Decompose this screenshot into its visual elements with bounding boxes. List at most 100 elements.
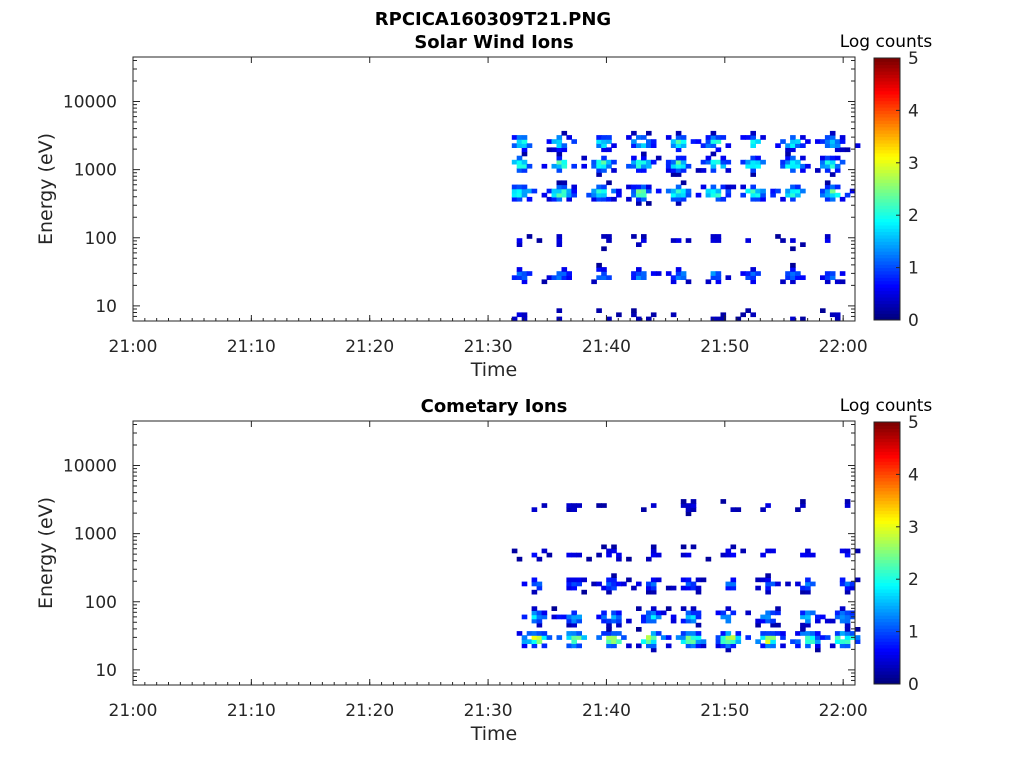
spectrogram-cell bbox=[665, 163, 672, 169]
spectrogram-cell bbox=[566, 503, 572, 508]
spectrogram-cell bbox=[606, 180, 612, 186]
colorbar-segment bbox=[874, 303, 900, 308]
spectrogram-cell bbox=[531, 614, 538, 620]
spectrogram-cell bbox=[824, 271, 831, 276]
spectrogram-cell bbox=[561, 614, 568, 620]
colorbar-segment bbox=[874, 625, 900, 629]
spectrogram-cell bbox=[695, 610, 702, 616]
spectrogram-cell bbox=[516, 242, 523, 247]
spectrogram-cell bbox=[541, 614, 548, 620]
spectrogram-cell bbox=[581, 155, 587, 161]
spectrogram-cell bbox=[531, 552, 538, 558]
spectrogram-cell bbox=[596, 275, 602, 280]
spectrogram-cell bbox=[561, 147, 568, 153]
spectrogram-cell bbox=[690, 503, 697, 508]
spectrogram-cell bbox=[685, 639, 692, 644]
spectrogram-cell bbox=[705, 155, 712, 161]
colorbar-segment bbox=[874, 126, 900, 131]
colorbar-segment bbox=[874, 166, 900, 170]
colorbar-segment bbox=[874, 530, 900, 534]
spectrogram-cell bbox=[521, 643, 528, 649]
spectrogram-cell bbox=[740, 159, 746, 165]
colorbar-segment bbox=[874, 631, 900, 636]
spectrogram-cell bbox=[536, 622, 543, 628]
spectrogram-cell bbox=[631, 188, 637, 194]
colorbar-segment bbox=[874, 458, 900, 462]
y-axis-label: Energy (eV) bbox=[35, 133, 57, 245]
spectrogram-cell bbox=[800, 143, 806, 148]
spectrogram-cell bbox=[646, 556, 652, 562]
spectrogram-cell bbox=[829, 312, 836, 318]
spectrogram-cell bbox=[571, 635, 577, 640]
spectrogram-cell bbox=[680, 143, 687, 148]
colorbar-segment bbox=[874, 677, 900, 682]
spectrogram-cell bbox=[601, 143, 607, 148]
spectrogram-cell bbox=[765, 585, 771, 591]
spectrogram-cell bbox=[839, 196, 846, 202]
colorbar-segment bbox=[874, 435, 900, 439]
spectrogram-cell bbox=[844, 614, 851, 620]
spectrogram-cell bbox=[571, 188, 577, 194]
spectrogram-cell bbox=[541, 503, 548, 508]
spectrogram-cell bbox=[829, 618, 836, 624]
spectrogram-cell bbox=[516, 184, 523, 190]
colorbar-segment bbox=[874, 664, 900, 669]
spectrogram-cell bbox=[815, 635, 821, 640]
spectrogram-cell bbox=[725, 635, 732, 640]
spectrogram-cell bbox=[655, 271, 662, 276]
colorbar-segment bbox=[874, 431, 900, 436]
spectrogram-cell bbox=[516, 139, 523, 144]
spectrogram-cell bbox=[521, 312, 528, 318]
spectrogram-cell bbox=[551, 606, 558, 611]
spectrogram-cell bbox=[566, 552, 572, 558]
colorbar-segment bbox=[874, 575, 900, 580]
spectrogram-cell bbox=[715, 635, 722, 640]
spectrogram-cell bbox=[765, 631, 771, 636]
spectrogram-cell bbox=[566, 618, 572, 624]
spectrogram-cell bbox=[626, 643, 632, 649]
spectrogram-cell bbox=[511, 184, 518, 190]
spectrogram-cell bbox=[646, 639, 652, 644]
spectrogram-cell bbox=[571, 163, 577, 169]
spectrogram-cell bbox=[839, 135, 846, 140]
spectrogram-cell bbox=[571, 507, 577, 512]
colorbar-segment bbox=[874, 582, 900, 587]
spectrogram-cell bbox=[556, 139, 563, 144]
spectrogram-cell bbox=[596, 196, 602, 202]
spectrogram-cell bbox=[800, 163, 806, 169]
spectrogram-cell bbox=[675, 196, 682, 202]
colorbar-segment bbox=[874, 428, 900, 433]
spectrogram-cell bbox=[849, 581, 856, 587]
spectrogram-cell bbox=[631, 192, 637, 198]
spectrogram-cell bbox=[556, 135, 563, 140]
spectrogram-cells bbox=[511, 499, 861, 653]
x-tick-label: 21:40 bbox=[582, 701, 631, 721]
spectrogram-cell bbox=[611, 614, 617, 620]
spectrogram-cell bbox=[705, 135, 712, 140]
spectrogram-cell bbox=[670, 614, 677, 620]
spectrogram-cell bbox=[646, 589, 652, 595]
spectrogram-cell bbox=[606, 639, 612, 644]
spectrogram-cell bbox=[800, 552, 806, 558]
colorbar-segment bbox=[874, 77, 900, 82]
spectrogram-cell bbox=[720, 155, 727, 161]
colorbar-segment bbox=[874, 454, 900, 459]
spectrogram-cell bbox=[516, 196, 523, 202]
spectrogram-cell bbox=[805, 622, 811, 628]
spectrogram-cell bbox=[844, 610, 851, 616]
x-tick-label: 21:10 bbox=[227, 337, 276, 357]
spectrogram-cell bbox=[824, 238, 831, 243]
spectrogram-cell bbox=[626, 577, 632, 583]
spectrogram-cell bbox=[750, 267, 756, 272]
spectrogram-cell bbox=[606, 139, 612, 144]
spectrogram-cell bbox=[839, 279, 846, 285]
spectrogram-cell bbox=[795, 639, 801, 644]
spectrogram-cell bbox=[536, 635, 543, 640]
spectrogram-cell bbox=[621, 635, 627, 640]
spectrogram-cell bbox=[626, 135, 632, 140]
colorbar-segment bbox=[874, 100, 900, 105]
spectrogram-cell bbox=[844, 639, 851, 644]
spectrogram-cell bbox=[596, 552, 602, 558]
spectrogram-cell bbox=[829, 643, 836, 649]
colorbar-segment bbox=[874, 267, 900, 272]
